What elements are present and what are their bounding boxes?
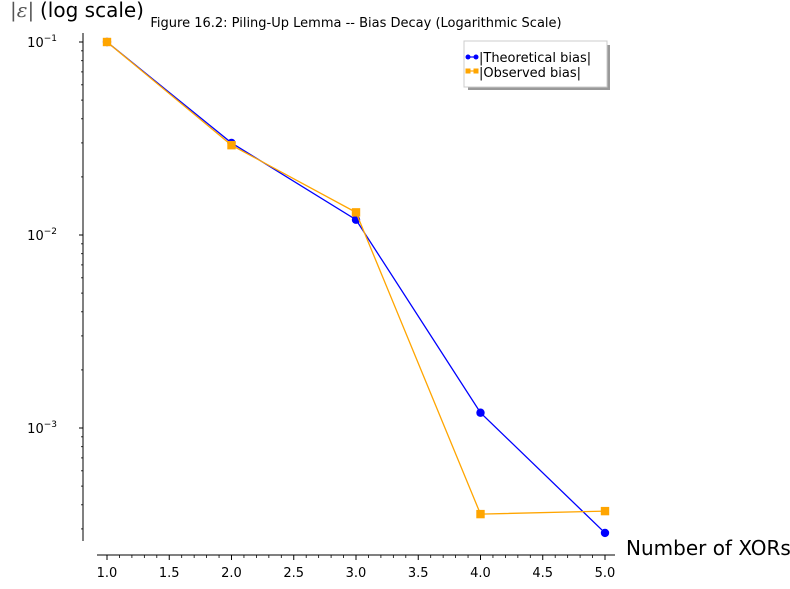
y-ticks: 10−1 10−2 10−3 [27,34,83,530]
data-point [351,208,361,217]
x-tick-label: 2.5 [283,566,304,581]
data-point [476,408,485,417]
svg-text:|Observed bias|: |Observed bias| [479,66,581,81]
x-tick-label: 5.0 [595,566,616,581]
x-tick-label: 4.0 [470,566,491,581]
y-tick-label: 10−1 [27,34,57,51]
square-marker-icon [465,68,471,74]
legend-item-theoretical: |Theoretical bias| [465,51,591,66]
x-tick-label: 2.0 [221,566,242,581]
svg-text:|Theoretical bias|: |Theoretical bias| [479,51,591,66]
chart-title: Figure 16.2: Piling-Up Lemma -- Bias Dec… [150,16,561,31]
y-axis-label: |ε| (log scale) [10,0,144,23]
svg-text:|ε|: |ε| [10,0,34,23]
svg-text:(log scale): (log scale) [40,0,144,22]
circle-marker-icon [465,54,471,60]
x-tick-label: 3.5 [408,566,429,581]
data-point [476,509,485,519]
series-layer [102,37,610,538]
series-observed [102,37,610,519]
x-tick-label: 1.5 [159,566,180,581]
data-point [600,506,610,516]
series-theoretical [102,37,610,538]
x-tick-label: 1.0 [97,566,118,581]
legend: |Theoretical bias| |Observed bias| [463,40,610,90]
y-tick-label: 10−2 [27,227,57,244]
x-tick-label: 3.0 [346,566,367,581]
x-ticks: 1.0 1.5 2.0 2.5 3.0 3.5 4.0 4.5 5.0 [97,555,616,581]
data-point [600,528,610,538]
x-tick-label: 4.5 [532,566,553,581]
legend-item-observed: |Observed bias| [465,66,581,81]
data-point [227,140,236,150]
data-point [102,37,112,47]
x-axis-label: Number of XORs [626,536,790,560]
y-tick-label: 10−3 [27,420,57,437]
